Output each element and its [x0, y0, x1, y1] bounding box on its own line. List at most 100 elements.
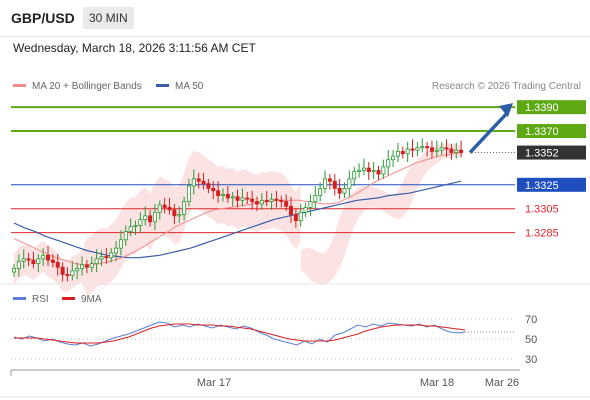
candle-body: [289, 205, 294, 216]
candle-body: [191, 178, 196, 187]
level-label-1.3285: 1.3285: [525, 228, 559, 240]
candle-body: [152, 211, 157, 223]
candle-body: [293, 214, 298, 222]
candle-body: [449, 148, 454, 153]
target-arrow-head: [499, 103, 513, 117]
x-tick-label: Mar 17: [197, 377, 231, 389]
candle-body: [167, 207, 172, 211]
candle-body: [269, 198, 274, 202]
candle-body: [274, 198, 279, 201]
candle-body: [259, 199, 264, 205]
candle-body: [177, 214, 182, 217]
candle-body: [318, 187, 323, 196]
copyright-label: Research © 2026 Trading Central: [431, 81, 581, 92]
candle-body: [366, 167, 371, 173]
level-badge-1.3352: [517, 145, 586, 160]
candle-body: [172, 209, 177, 217]
candle-body: [361, 167, 366, 171]
candle-body: [352, 171, 357, 180]
x-tick-label: Mar 26: [485, 377, 519, 389]
datetime-label: Wednesday, March 18, 2026 3:11:56 AM CET: [13, 41, 256, 55]
level-badge-1.3325: [517, 177, 586, 192]
candle-body: [99, 256, 104, 260]
target-arrow-line: [468, 111, 509, 154]
ma50-swatch: [156, 83, 169, 87]
candle-body: [55, 262, 60, 268]
candle-body: [36, 258, 41, 265]
candle-body: [196, 178, 201, 182]
bollinger-band-lower: [14, 150, 301, 296]
candle-body: [264, 199, 269, 202]
ma50-line: [13, 180, 462, 259]
candle-body: [21, 258, 26, 262]
candle-body: [60, 266, 65, 275]
ma20-swatch: [13, 83, 26, 87]
level-label-1.3305: 1.3305: [525, 204, 559, 216]
rsi-tick-30: 30: [525, 354, 537, 366]
candle-body: [114, 247, 119, 254]
candle-body: [157, 204, 162, 213]
rsi-swatch: [13, 296, 26, 300]
candle-body: [357, 170, 362, 173]
candle-body: [65, 273, 70, 276]
candle-body: [434, 149, 439, 152]
candle-body: [323, 178, 328, 189]
candle-body: [16, 260, 21, 269]
timeframe-button[interactable]: 30 MIN: [83, 7, 134, 29]
candle-body: [391, 155, 396, 161]
candle-body: [371, 170, 376, 173]
rsi-line: [13, 321, 466, 347]
candle-body: [444, 147, 449, 150]
candle-body: [123, 230, 128, 241]
legend-ma20: MA 20 + Bollinger Bands: [13, 81, 142, 92]
candle-body: [395, 150, 400, 157]
candle-body: [89, 263, 94, 268]
candle-body: [225, 193, 230, 199]
candle-body: [342, 187, 347, 194]
candle-body: [94, 258, 99, 265]
candle-body: [415, 147, 420, 151]
candle-body: [186, 185, 191, 202]
level-label-1.3390: 1.3390: [525, 102, 559, 114]
candle-body: [439, 147, 444, 151]
level-badge-1.3390: [517, 100, 586, 115]
candle-body: [332, 180, 337, 189]
candle-body: [254, 201, 259, 205]
candle-body: [313, 195, 318, 202]
candle-body: [459, 149, 464, 153]
candle-body: [410, 148, 415, 151]
level-badge-1.3370: [517, 124, 586, 139]
legend-rsi-label: RSI: [32, 294, 49, 305]
candle-body: [109, 252, 114, 259]
ma9-swatch: [62, 296, 75, 300]
candle-body: [84, 264, 89, 268]
candle-body: [133, 225, 138, 228]
candle-body: [211, 187, 216, 192]
candle-body: [454, 149, 459, 153]
candle-body: [420, 146, 425, 149]
candle-body: [31, 259, 36, 265]
candle-body: [308, 201, 313, 208]
candle-body: [405, 148, 410, 155]
header-bar: GBP/USD 30 MIN: [0, 0, 590, 37]
level-label-1.3325: 1.3325: [525, 180, 559, 192]
candle-body: [298, 211, 303, 222]
candle-body: [429, 147, 434, 152]
candle-body: [206, 183, 211, 189]
candle-body: [235, 196, 240, 201]
candle-body: [26, 258, 31, 261]
symbol-title: GBP/USD: [11, 10, 75, 26]
legend-ma50: MA 50: [156, 81, 203, 92]
candle-body: [182, 201, 187, 216]
level-label-1.3352: 1.3352: [525, 148, 559, 160]
candle-body: [284, 201, 289, 207]
candle-body: [162, 204, 167, 208]
candle-body: [118, 239, 123, 249]
candle-body: [386, 159, 391, 168]
rsi-tick-70: 70: [525, 314, 537, 326]
candle-body: [303, 207, 308, 213]
candle-body: [50, 259, 55, 263]
candle-body: [240, 197, 245, 201]
legend-9ma-label: 9MA: [81, 294, 102, 305]
